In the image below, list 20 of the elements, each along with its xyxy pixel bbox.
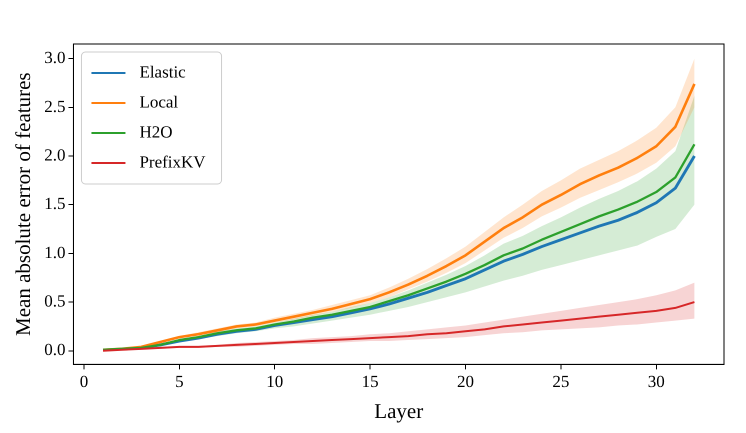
x-tick-label: 10 bbox=[266, 372, 284, 392]
legend-label: Elastic bbox=[139, 62, 186, 82]
y-tick-label: 0.0 bbox=[44, 340, 66, 360]
legend-label: Local bbox=[139, 92, 178, 112]
y-tick-label: 2.5 bbox=[44, 96, 66, 116]
y-tick-label: 2.0 bbox=[44, 145, 66, 164]
y-tick-label: 1.0 bbox=[44, 242, 66, 262]
x-tick-label: 5 bbox=[175, 372, 184, 392]
x-axis-title: Layer bbox=[374, 398, 424, 423]
x-tick-label: 20 bbox=[456, 372, 474, 392]
y-tick-label: 3.0 bbox=[44, 48, 66, 68]
y-tick-label: 0.5 bbox=[44, 292, 66, 311]
legend-label: H2O bbox=[139, 122, 173, 142]
legend-label: PrefixKV bbox=[139, 152, 206, 172]
y-tick-label: 1.5 bbox=[44, 194, 66, 214]
x-tick-label: 30 bbox=[648, 372, 665, 392]
x-tick-label: 25 bbox=[552, 372, 570, 392]
x-tick-label: 0 bbox=[80, 372, 88, 392]
y-axis-title: Mean absolute error of features bbox=[11, 72, 36, 336]
x-tick-label: 15 bbox=[362, 372, 379, 392]
